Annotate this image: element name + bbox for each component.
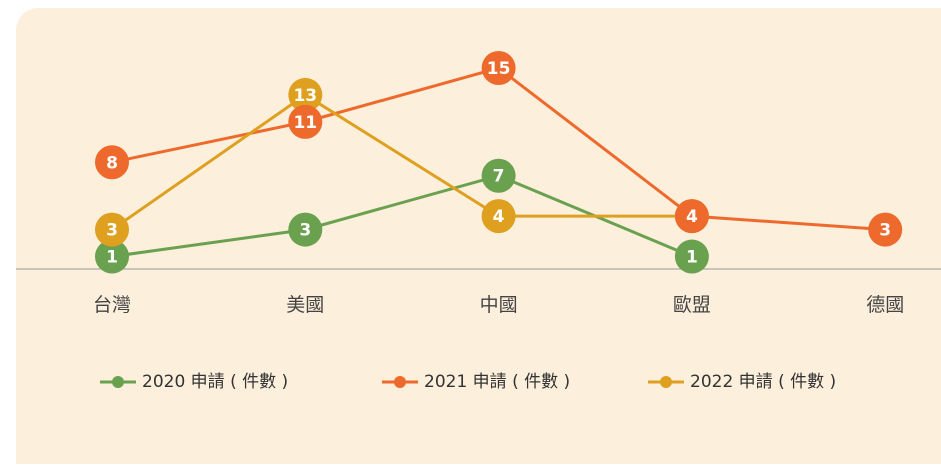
x-tick-label: 美國 xyxy=(286,294,324,316)
data-label: 13 xyxy=(293,86,317,106)
legend-label: 2020 申請 ( 件數 ) xyxy=(142,372,288,392)
data-point xyxy=(481,199,516,234)
data-label: 1 xyxy=(686,248,698,268)
legend-marker xyxy=(394,376,406,388)
data-label: 7 xyxy=(493,167,505,187)
data-label: 8 xyxy=(106,153,118,173)
legend-marker xyxy=(660,376,672,388)
legend-marker xyxy=(112,376,124,388)
x-tick-label: 德國 xyxy=(866,294,904,316)
data-point xyxy=(288,77,323,112)
series-line xyxy=(111,93,692,231)
data-label: 3 xyxy=(879,221,891,241)
data-point xyxy=(674,239,709,274)
x-tick-label: 歐盟 xyxy=(673,294,711,316)
data-point xyxy=(868,212,903,247)
data-label: 1 xyxy=(106,248,118,268)
data-point xyxy=(95,212,129,247)
data-label: 11 xyxy=(293,113,317,133)
data-label: 3 xyxy=(299,221,311,241)
x-tick-label: 中國 xyxy=(480,294,518,316)
data-label: 15 xyxy=(487,59,511,79)
data-point xyxy=(481,158,516,193)
data-point xyxy=(95,145,129,180)
legend-label: 2021 申請 ( 件數 ) xyxy=(424,372,570,392)
data-point xyxy=(95,239,129,274)
data-point xyxy=(674,199,709,234)
x-tick-label: 台灣 xyxy=(93,294,131,316)
data-point xyxy=(288,212,323,247)
data-label: 3 xyxy=(106,221,118,241)
data-point xyxy=(481,51,516,85)
data-point xyxy=(288,104,323,139)
data-label: 4 xyxy=(686,207,698,227)
data-label: 4 xyxy=(493,207,505,227)
legend-label: 2022 申請 ( 件數 ) xyxy=(690,372,836,392)
panel xyxy=(16,8,941,468)
